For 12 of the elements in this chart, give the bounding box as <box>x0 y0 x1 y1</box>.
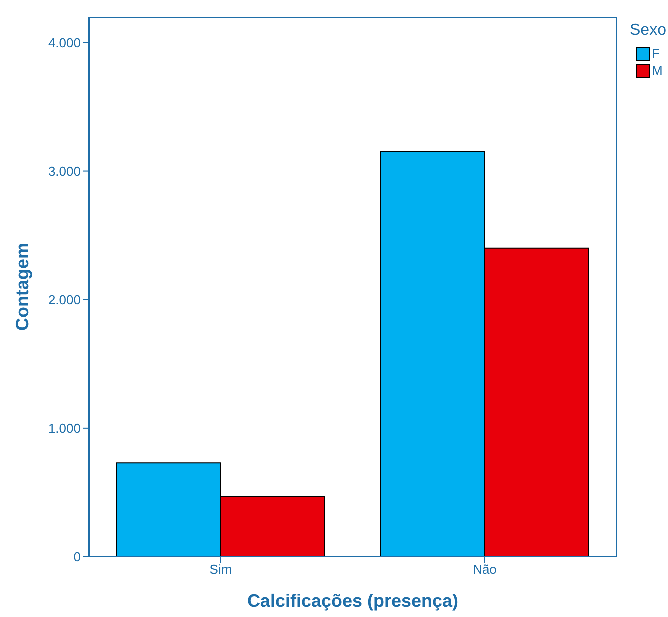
legend-label: F <box>652 46 660 61</box>
y-axis-title: Contagem <box>12 242 32 332</box>
y-tick-label: 2.000 <box>48 292 81 308</box>
y-tick-label: 4.000 <box>48 35 81 50</box>
legend-label: M <box>652 63 663 78</box>
y-tick-label: 3.000 <box>48 164 81 179</box>
x-axis-title: Calcificações (presença) <box>247 591 459 611</box>
x-tick-label: Sim <box>210 562 232 578</box>
legend-title: Sexo <box>630 22 666 40</box>
y-tick-label: 1.000 <box>48 421 81 436</box>
y-tick-label: 0 <box>74 550 81 565</box>
x-tick-label: Não <box>473 562 497 578</box>
